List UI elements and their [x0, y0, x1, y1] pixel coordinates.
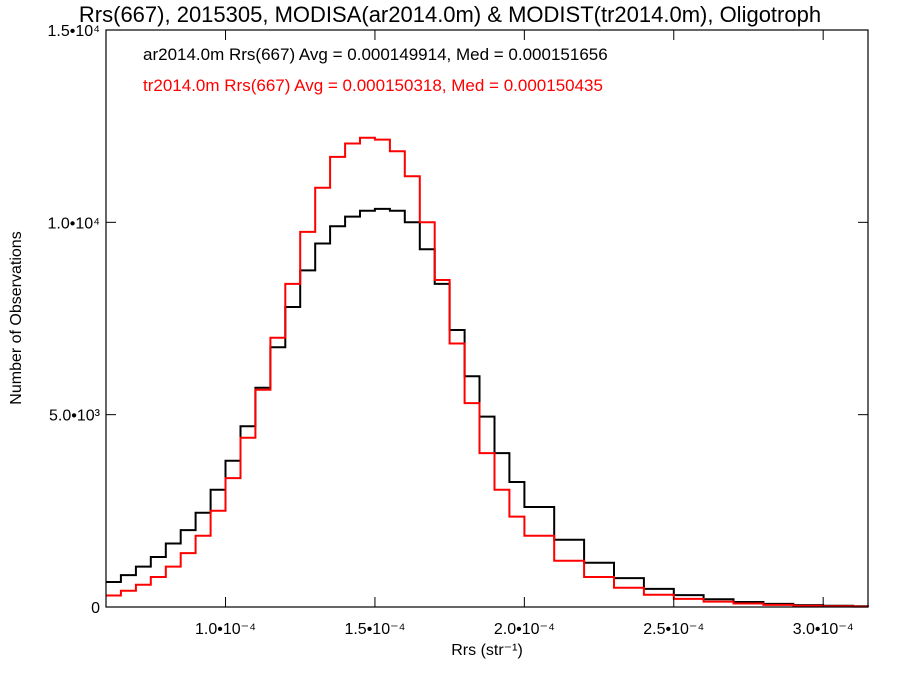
x-axis-label: Rrs (str⁻¹) — [451, 642, 523, 659]
y-axis-ticks: 0 5.0•10³ 1.0•10⁴ 1.5•10⁴ — [47, 23, 868, 617]
y-tick-label: 0 — [91, 600, 100, 617]
chart-title: Rrs(667), 2015305, MODISA(ar2014.0m) & M… — [78, 2, 822, 27]
x-axis-ticks: 1.0•10⁻⁴ 1.5•10⁻⁴ 2.0•10⁻⁴ 2.5•10⁻⁴ 3.0•10⁻⁴ — [195, 30, 854, 638]
series-line-ar2014.0m — [106, 207, 869, 608]
x-tick-label: 1.5•10⁻⁴ — [344, 621, 405, 638]
series-stats-ar: ar2014.0m Rrs(667) Avg = 0.000149914, Me… — [143, 45, 608, 64]
y-tick-label: 5.0•10³ — [49, 408, 101, 425]
x-tick-label: 3.0•10⁻⁴ — [793, 621, 854, 638]
y-axis-label: Number of Observations — [8, 231, 25, 404]
plot-lines — [106, 136, 869, 608]
y-tick-label: 1.0•10⁴ — [47, 215, 100, 232]
plot-frame — [105, 29, 869, 608]
y-tick-label: 1.5•10⁴ — [47, 23, 100, 40]
x-tick-label: 2.0•10⁻⁴ — [494, 621, 555, 638]
x-tick-label: 2.5•10⁻⁴ — [643, 621, 704, 638]
series-line-tr2014.0m — [106, 136, 869, 608]
series-stats-tr: tr2014.0m Rrs(667) Avg = 0.000150318, Me… — [143, 76, 603, 95]
x-tick-label: 1.0•10⁻⁴ — [195, 621, 256, 638]
